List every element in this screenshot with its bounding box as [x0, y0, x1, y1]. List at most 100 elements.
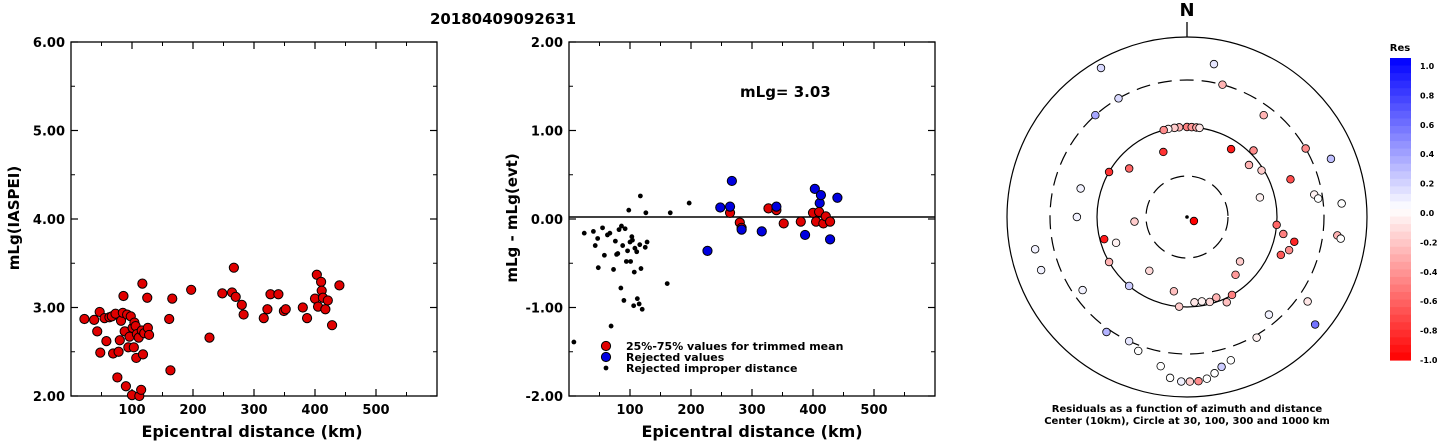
data-point — [815, 190, 827, 201]
colorbar-band — [1390, 103, 1411, 112]
station-point — [1257, 166, 1266, 175]
station-point — [1036, 265, 1046, 275]
caption-line-2: Center (10km), Circle at 30, 100, 300 an… — [1044, 416, 1330, 427]
station-point — [1102, 327, 1111, 337]
data-point — [799, 229, 811, 241]
colorbar-band — [1390, 231, 1411, 240]
legend-marker — [600, 340, 612, 352]
station-point — [1185, 377, 1195, 386]
colorbar-tick-label: 0.0 — [1420, 209, 1435, 218]
data-point — [236, 299, 247, 310]
data-point — [809, 183, 820, 195]
data-point — [726, 175, 737, 187]
colorbar-band — [1390, 337, 1411, 346]
data-point — [136, 384, 147, 395]
y-tick-label: 2.00 — [33, 390, 65, 405]
data-point — [778, 218, 789, 229]
range-circle — [1049, 79, 1325, 355]
station-point — [1264, 310, 1274, 319]
data-point — [258, 313, 269, 324]
data-point — [637, 193, 643, 199]
y-tick-label: -1.00 — [526, 302, 563, 317]
station-point — [1145, 266, 1154, 275]
data-point — [79, 313, 90, 325]
colorbar-tick-label: 0.4 — [1420, 150, 1435, 159]
station-point — [1259, 111, 1268, 120]
data-point — [142, 292, 153, 303]
data-point — [795, 216, 806, 227]
data-point — [167, 293, 178, 304]
station-point — [1078, 285, 1087, 295]
data-point — [611, 267, 616, 272]
data-point — [137, 278, 148, 289]
data-point — [95, 347, 106, 358]
station-point — [1114, 94, 1123, 103]
station-point — [1249, 146, 1258, 155]
station-point — [1227, 290, 1237, 300]
station-point — [1226, 356, 1236, 365]
y-tick-label: 5.00 — [33, 125, 65, 140]
data-point — [623, 259, 629, 264]
colorbar-band — [1390, 193, 1411, 203]
data-point — [631, 269, 637, 275]
data-point — [824, 234, 836, 245]
y-tick-label: 6.00 — [33, 36, 65, 51]
x-tick-label: 200 — [179, 403, 206, 418]
data-point — [326, 320, 338, 331]
event-title: 20180409092631 — [430, 10, 576, 28]
residual-vs-distance-panel: -2.00 -1.00 0.00 1.00 2.00 100 200 300 400 500 m… — [503, 36, 936, 441]
range-circle — [1145, 175, 1229, 259]
data-point — [771, 201, 782, 212]
station-point — [1177, 377, 1186, 386]
data-point — [715, 202, 726, 213]
station-point — [1030, 245, 1040, 254]
colorbar-band — [1390, 269, 1411, 278]
data-point — [297, 302, 308, 313]
legend-label: Rejected improper distance — [626, 362, 797, 375]
station-point — [1218, 80, 1227, 89]
data-point — [571, 339, 577, 345]
colorbar-band — [1390, 133, 1411, 142]
y-tick-label: 3.00 — [33, 302, 65, 317]
station-point — [1169, 287, 1179, 296]
data-point — [601, 252, 607, 258]
station-point — [1190, 298, 1199, 307]
x-tick-label: 500 — [860, 403, 887, 418]
station-point — [1194, 377, 1203, 386]
data-point — [612, 238, 618, 244]
data-point — [581, 230, 587, 236]
colorbar-band — [1390, 201, 1411, 210]
x-tick-label: 500 — [362, 403, 389, 418]
data-point — [280, 304, 291, 315]
data-point — [631, 303, 637, 309]
data-point — [664, 281, 670, 287]
data-point — [616, 227, 622, 233]
colorbar-band — [1390, 239, 1411, 248]
colorbar-band — [1390, 186, 1411, 195]
legend-marker — [600, 351, 612, 363]
data-point — [756, 226, 767, 237]
data-point — [686, 200, 692, 206]
residual-colorbar: Res 1.0 0.8 0.6 0.4 0.2 0.0 -0.2 -0.4 -0.6 -0.8 -1… — [1390, 43, 1437, 365]
colorbar-band — [1390, 156, 1411, 165]
data-point — [595, 265, 601, 271]
colorbar-band — [1390, 254, 1411, 263]
colorbar-band — [1390, 148, 1411, 157]
data-point — [600, 225, 605, 231]
data-point — [702, 245, 713, 256]
data-point — [637, 242, 643, 248]
legend-marker — [603, 365, 609, 371]
data-point — [592, 243, 598, 248]
data-point — [228, 262, 239, 273]
colorbar-tick-label: 0.8 — [1420, 91, 1435, 100]
station-point — [1209, 59, 1219, 69]
station-point — [1284, 245, 1294, 255]
colorbar-band — [1390, 58, 1411, 67]
data-point — [643, 210, 649, 216]
data-point — [630, 237, 635, 243]
station-point — [1124, 336, 1134, 346]
x-tick-label: 300 — [240, 403, 267, 418]
data-point — [621, 298, 627, 303]
data-point — [301, 313, 313, 324]
